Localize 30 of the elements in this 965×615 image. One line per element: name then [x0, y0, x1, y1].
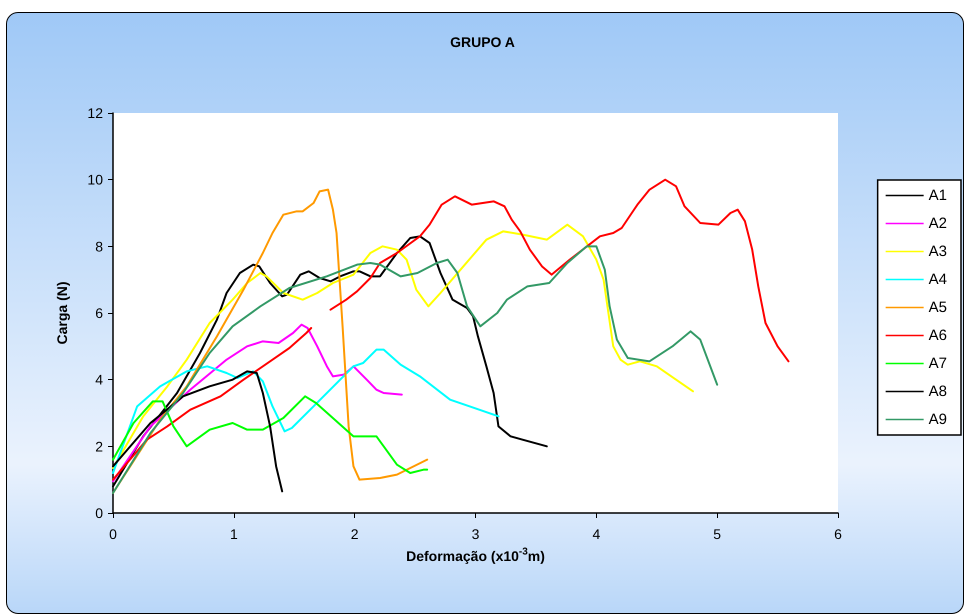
legend-label: A5: [928, 299, 948, 316]
line-series: [112, 224, 694, 469]
y-tick-label: 4: [95, 372, 104, 388]
x-tick-label: 2: [350, 526, 359, 542]
y-tick-label: 6: [95, 305, 104, 321]
legend-label: A2: [928, 215, 948, 232]
y-axis-title: Carga (N): [54, 281, 70, 345]
x-tick-label: 1: [230, 526, 238, 542]
legend-label: A6: [928, 327, 948, 344]
legend-label: A9: [928, 411, 948, 428]
y-tick-label: 8: [95, 238, 104, 254]
y-tick-label: 0: [95, 505, 104, 521]
line-series: [112, 324, 403, 482]
legend-label: A8: [928, 383, 948, 400]
line-series: [112, 395, 428, 474]
legend-label: A1: [928, 187, 948, 204]
x-tick-label: 6: [834, 526, 842, 542]
y-tick-label: 12: [87, 105, 104, 121]
x-tick-label: 0: [109, 526, 118, 542]
x-tick-label: 4: [592, 526, 600, 542]
line-series: [112, 245, 718, 494]
y-tick-label: 2: [95, 438, 104, 454]
x-tick-label: 3: [472, 526, 480, 542]
legend-label: A4: [928, 271, 948, 288]
y-tick-label: 10: [87, 172, 104, 188]
legend-label: A7: [928, 355, 948, 372]
x-tick-label: 5: [713, 526, 722, 542]
legend-label: A3: [928, 243, 948, 260]
line-series: [112, 348, 500, 474]
chart-title: GRUPO A: [450, 34, 515, 50]
